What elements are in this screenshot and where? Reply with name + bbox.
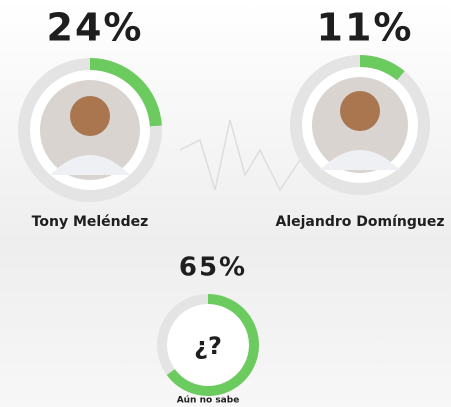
value-label: 11% <box>317 6 414 50</box>
portrait-head <box>340 91 380 131</box>
center-label: ¿? <box>194 332 222 360</box>
category-label: Alejandro Domínguez <box>276 214 445 230</box>
chart: 24% Tony Meléndez 11% Alejandro Domínguez 65… <box>0 0 451 407</box>
portrait-head <box>70 96 110 136</box>
category-label: Aún no sabe <box>177 396 240 406</box>
category-label: Tony Meléndez <box>32 214 149 230</box>
page: {"chart_data": [ {"type": "donut", "cate… <box>0 0 451 407</box>
value-label: 24% <box>47 6 144 50</box>
value-label: 65% <box>179 253 247 283</box>
